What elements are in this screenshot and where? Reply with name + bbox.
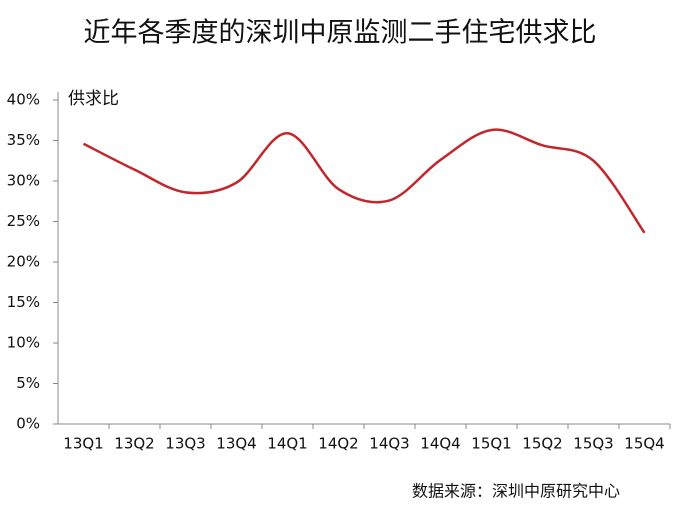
x-tick-label: 15Q2 bbox=[522, 435, 562, 453]
x-tick-label: 14Q2 bbox=[318, 435, 358, 453]
data-line bbox=[82, 128, 646, 234]
x-tick-label: 13Q3 bbox=[165, 435, 205, 453]
y-tick-label: 35% bbox=[7, 131, 40, 149]
x-tick-label: 15Q3 bbox=[573, 435, 613, 453]
y-tick-label: 40% bbox=[7, 91, 40, 109]
y-tick-label: 5% bbox=[16, 374, 40, 392]
x-tick-label: 13Q2 bbox=[114, 435, 154, 453]
x-tick-label: 15Q4 bbox=[624, 435, 664, 453]
x-tick-label: 13Q1 bbox=[63, 435, 103, 453]
y-axis-label: 供求比 bbox=[68, 89, 119, 109]
y-tick-label: 15% bbox=[7, 293, 40, 311]
y-tick-label: 20% bbox=[7, 253, 40, 271]
chart-title: 近年各季度的深圳中原监测二手住宅供求比 bbox=[84, 18, 597, 49]
x-tick-label: 14Q1 bbox=[267, 435, 307, 453]
y-tick-label: 0% bbox=[16, 415, 40, 433]
x-tick-label: 15Q1 bbox=[471, 435, 511, 453]
x-tick-label: 14Q3 bbox=[369, 435, 409, 453]
y-tick-label: 30% bbox=[7, 172, 40, 190]
x-tick-label: 13Q4 bbox=[216, 435, 256, 453]
y-tick-label: 25% bbox=[7, 212, 40, 230]
y-tick-label: 10% bbox=[7, 334, 40, 352]
x-tick-label: 14Q4 bbox=[420, 435, 460, 453]
source-note: 数据来源：深圳中原研究中心 bbox=[412, 482, 620, 501]
